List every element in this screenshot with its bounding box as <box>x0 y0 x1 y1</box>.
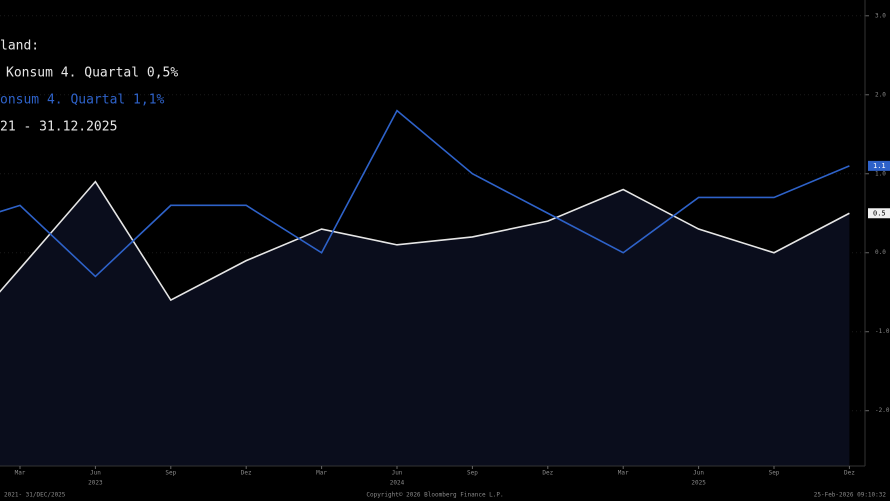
plot-area <box>0 15 865 466</box>
y-tick-label: 3.0 <box>875 12 886 19</box>
x-tick-label: Dez <box>844 470 855 477</box>
series-area <box>0 181 850 466</box>
x-year-label: 2025 <box>691 480 706 487</box>
x-tick-label: Mar <box>15 470 26 477</box>
footer-right: 25-Feb-2026 09:10:32 <box>814 492 887 499</box>
x-tick-label: Jun <box>90 470 101 477</box>
x-tick-label: Sep <box>769 470 780 477</box>
series-line <box>0 180 850 302</box>
legend-entry: onsum 4. Quartal 1,1% <box>0 93 165 108</box>
value-label: 0.5 <box>873 209 886 217</box>
value-tag-bg <box>868 208 890 219</box>
x-tick-label: Mar <box>618 470 629 477</box>
x-tick-label: Jun <box>392 470 403 477</box>
y-tick-label: 1.0 <box>875 170 886 177</box>
y-tick-label: -2.0 <box>875 407 890 414</box>
footer-left: 2021- 31/DEC/2025 <box>4 492 66 499</box>
series-line <box>0 109 850 278</box>
x-year-label: 2023 <box>88 480 103 487</box>
value-tag-bg <box>868 160 890 171</box>
y-tick-label: -1.0 <box>875 328 890 335</box>
x-tick-label: Sep <box>467 470 478 477</box>
value-label: 1.1 <box>873 162 886 170</box>
x-tick-label: Mar <box>316 470 327 477</box>
x-year-label: 2024 <box>390 480 405 487</box>
legend-entry: Konsum 4. Quartal 0,5% <box>6 66 178 81</box>
chart-subtitle: 21 - 31.12.2025 <box>0 120 117 135</box>
y-tick-label: 2.0 <box>875 91 886 98</box>
chart-title: land: <box>0 39 39 54</box>
x-tick-label: Jun <box>693 470 704 477</box>
x-tick-label: Dez <box>542 470 553 477</box>
overlay: -2.0 -1.0 0.0 1.0 2.0 3.0 Mar Jun 2023 Sep Dez Mar J… <box>0 0 890 487</box>
y-tick-label: 0.0 <box>875 249 886 256</box>
x-tick-label: Dez <box>241 470 252 477</box>
footer-center: Copyright© 2026 Bloomberg Finance L.P. <box>366 492 503 499</box>
x-tick-label: Sep <box>165 470 176 477</box>
